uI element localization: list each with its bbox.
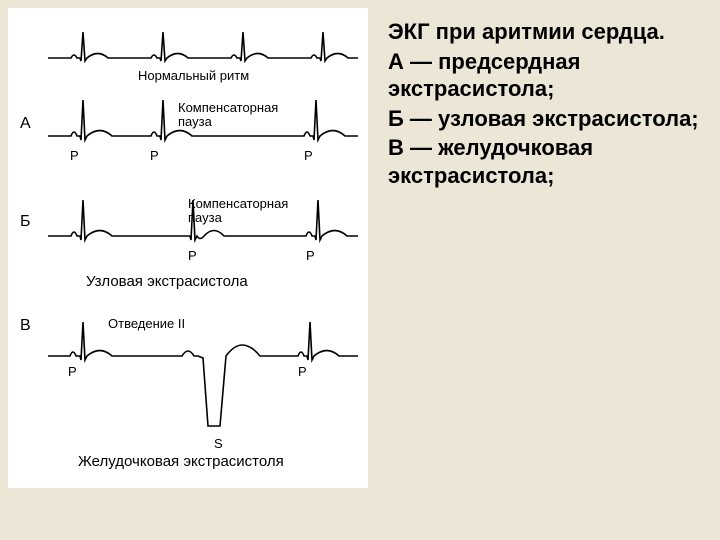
label-normal-rhythm: Нормальный ритм <box>138 68 249 83</box>
label-a-p2: P <box>150 148 159 163</box>
label-a-comp-pause-1: Компенсаторная <box>178 100 278 115</box>
label-b-caption: Узловая экстрасистола <box>86 273 248 290</box>
slide-line-v: В — желудочковая экстрасистола; <box>388 134 708 189</box>
label-b-p1: P <box>188 248 197 263</box>
ecg-trace-v <box>48 322 358 426</box>
label-b-comp-pause-2: пауза <box>188 210 223 225</box>
slide-line-a: А — предсердная экстрасистола; <box>388 48 708 103</box>
label-v-p2: P <box>298 364 307 379</box>
ecg-svg: Нормальный ритм А Компенсаторная пауза P… <box>8 8 368 488</box>
label-a-p3: P <box>304 148 313 163</box>
slide-title: ЭКГ при аритмии сердца. <box>388 18 708 46</box>
row-letter-b: Б <box>20 213 31 230</box>
label-v-caption: Желудочковая экстрасистоля <box>78 453 284 470</box>
label-a-p1: P <box>70 148 79 163</box>
label-v-lead: Отведение II <box>108 316 185 331</box>
ecg-trace-normal <box>48 32 358 61</box>
slide-line-b: Б — узловая экстрасистола; <box>388 105 708 133</box>
row-letter-a: А <box>20 115 31 132</box>
label-b-comp-pause-1: Компенсаторная <box>188 196 288 211</box>
label-v-s: S <box>214 436 223 451</box>
ecg-diagram-panel: Нормальный ритм А Компенсаторная пауза P… <box>8 8 368 488</box>
label-v-p1: P <box>68 364 77 379</box>
label-b-p2: P <box>306 248 315 263</box>
row-letter-v: В <box>20 317 31 334</box>
slide-text-panel: ЭКГ при аритмии сердца. А — предсердная … <box>388 18 708 191</box>
label-a-comp-pause-2: пауза <box>178 114 213 129</box>
